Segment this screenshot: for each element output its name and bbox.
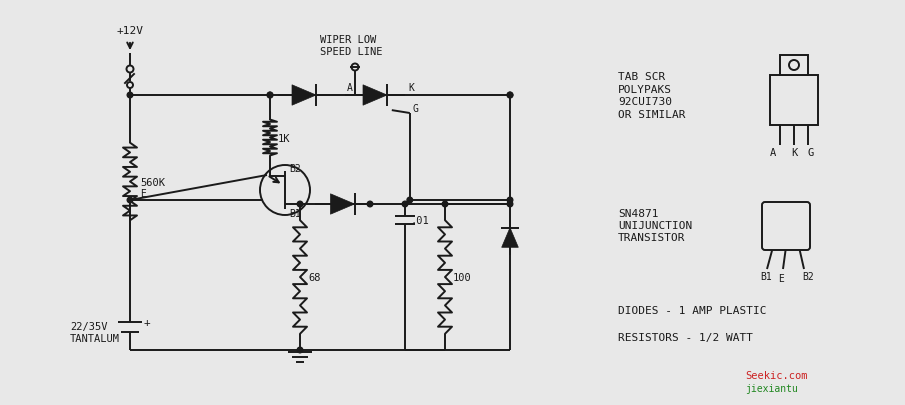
Circle shape (367, 202, 373, 207)
Polygon shape (780, 56, 808, 76)
Circle shape (507, 93, 513, 98)
Text: B1: B1 (760, 271, 772, 281)
Text: 22/35V
TANTALUM: 22/35V TANTALUM (70, 321, 120, 343)
Text: SN4871
UNIJUNCTION
TRANSISTOR: SN4871 UNIJUNCTION TRANSISTOR (618, 208, 692, 243)
Circle shape (407, 198, 413, 203)
Text: 560K: 560K (140, 177, 165, 187)
Polygon shape (363, 85, 387, 106)
Circle shape (267, 93, 272, 98)
Text: B1: B1 (289, 209, 300, 218)
Text: TAB SCR
POLYPAKS
92CUI730
OR SIMILAR: TAB SCR POLYPAKS 92CUI730 OR SIMILAR (618, 72, 685, 119)
Circle shape (507, 202, 513, 207)
Circle shape (443, 202, 448, 207)
Text: +12V: +12V (117, 26, 144, 36)
Circle shape (267, 93, 272, 98)
Text: K: K (791, 148, 797, 158)
Polygon shape (764, 226, 808, 247)
Circle shape (297, 347, 303, 353)
Text: E: E (140, 189, 146, 198)
Text: G: G (413, 104, 419, 114)
Circle shape (507, 93, 513, 98)
Polygon shape (330, 194, 355, 215)
Text: 1K: 1K (278, 133, 291, 143)
Text: Seekic.com: Seekic.com (745, 370, 807, 380)
Text: 68: 68 (308, 272, 320, 282)
Circle shape (507, 198, 513, 203)
Text: A: A (348, 83, 353, 93)
Text: +: + (144, 317, 151, 327)
Text: K: K (408, 83, 414, 93)
Polygon shape (501, 228, 519, 248)
Text: 100: 100 (453, 272, 472, 282)
Text: jiexiantu: jiexiantu (745, 383, 798, 393)
Text: G: G (808, 148, 814, 158)
Circle shape (402, 202, 408, 207)
Polygon shape (292, 85, 316, 106)
FancyBboxPatch shape (762, 202, 810, 250)
Text: .01: .01 (410, 215, 429, 226)
Text: DIODES - 1 AMP PLASTIC: DIODES - 1 AMP PLASTIC (618, 305, 767, 315)
Text: E: E (778, 273, 784, 283)
Circle shape (128, 93, 133, 98)
Polygon shape (770, 76, 818, 126)
Circle shape (128, 198, 133, 203)
Circle shape (297, 202, 303, 207)
Text: A: A (770, 148, 776, 158)
Text: B2: B2 (289, 164, 300, 174)
Text: B2: B2 (802, 271, 814, 281)
Text: WIPER LOW
SPEED LINE: WIPER LOW SPEED LINE (320, 35, 383, 57)
Text: RESISTORS - 1/2 WATT: RESISTORS - 1/2 WATT (618, 332, 753, 342)
